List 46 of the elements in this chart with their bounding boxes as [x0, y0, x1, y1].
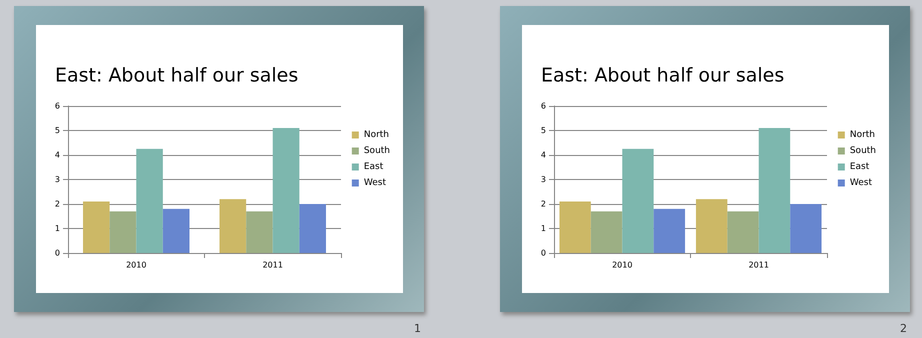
x-tick-label: 2011 — [262, 260, 283, 270]
bar — [654, 208, 686, 253]
text: 1 — [414, 322, 421, 335]
y-tick-label: 2 — [54, 200, 60, 208]
x-tick-label: 2011 — [748, 260, 769, 270]
legend-label: South — [364, 146, 390, 156]
legend-label: West — [850, 178, 872, 188]
y-tick-label: 0 — [54, 248, 60, 258]
legend-label: West — [364, 178, 386, 188]
legend-label: East — [364, 162, 384, 172]
y-tick-label: 1 — [54, 224, 60, 233]
y-tick-label: 6 — [540, 102, 546, 110]
bar — [299, 204, 326, 253]
bar — [136, 148, 163, 253]
text: 2 — [900, 322, 907, 335]
bar — [559, 202, 591, 253]
y-tick-label: 1 — [540, 224, 546, 233]
legend-label: South — [850, 146, 876, 156]
y-tick-label: 6 — [54, 102, 60, 110]
bar — [162, 208, 190, 253]
y-tick-label: 5 — [540, 126, 546, 135]
bar — [272, 128, 300, 253]
y-tick-label: 5 — [54, 126, 60, 135]
bar — [110, 211, 136, 253]
y-tick-label: 3 — [540, 175, 546, 184]
legend-label: East — [850, 162, 870, 172]
bar — [696, 199, 728, 253]
bar — [590, 211, 622, 253]
legend-label: North — [364, 130, 390, 140]
x-tick-label: 2010 — [612, 260, 632, 270]
y-tick-label: 4 — [540, 150, 546, 160]
bar — [246, 211, 273, 253]
x-tick-label: 2010 — [126, 260, 146, 270]
bar — [758, 128, 790, 253]
legend-label: North — [850, 130, 876, 140]
bar — [83, 202, 110, 253]
chart-title: East: About half our sales — [541, 64, 784, 86]
bar — [727, 211, 759, 253]
bar — [220, 199, 246, 253]
y-tick-label: 0 — [540, 248, 546, 258]
chart-title: East: About half our sales — [55, 64, 298, 86]
y-tick-label: 2 — [540, 200, 546, 208]
y-tick-label: 4 — [54, 150, 60, 160]
bar — [790, 204, 822, 253]
bar — [622, 148, 654, 253]
y-tick-label: 3 — [54, 175, 60, 184]
